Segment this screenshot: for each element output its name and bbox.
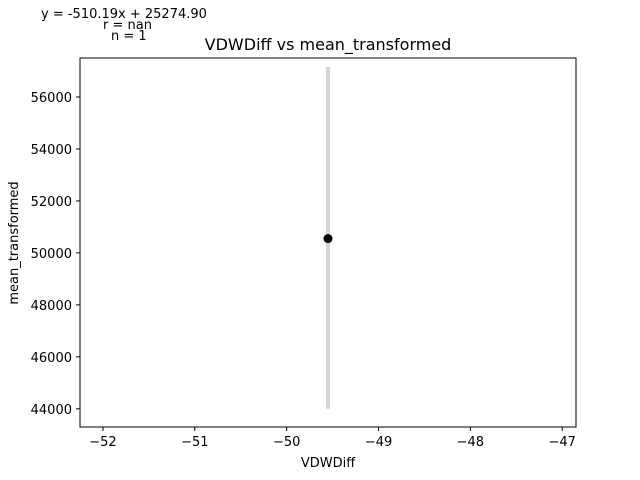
plot-marks	[323, 67, 333, 409]
x-tick-label: −47	[549, 435, 576, 450]
y-axis-ticks: 44000 46000 48000 50000 52000 54000 56000	[31, 91, 80, 418]
plot-frame	[79, 57, 577, 428]
y-tick-label: 52000	[31, 195, 72, 210]
x-tick-label: −48	[457, 435, 484, 450]
y-tick-label: 50000	[31, 247, 72, 262]
data-point	[323, 234, 333, 244]
y-tick-label: 48000	[31, 299, 72, 314]
x-tick-label: −52	[89, 435, 116, 450]
y-tick-label: 46000	[31, 351, 72, 366]
y-tick-label: 54000	[31, 143, 72, 158]
x-tick-label: −51	[181, 435, 208, 450]
fit-line-annotation: y = -510.19x + 25274.90	[41, 7, 207, 22]
y-axis-label: mean_transformed	[7, 181, 22, 304]
chart-title: VDWDiff vs mean_transformed	[205, 35, 452, 55]
y-tick-label: 56000	[31, 91, 72, 106]
correlation-annotation: r = nan	[103, 18, 152, 33]
y-tick-label: 44000	[31, 403, 72, 418]
x-axis-label: VDWDiff	[301, 456, 356, 471]
x-tick-label: −50	[273, 435, 300, 450]
x-tick-label: −49	[365, 435, 392, 450]
x-axis-ticks: −52 −51 −50 −49 −48 −47	[89, 427, 576, 450]
sample-size-annotation: n = 1	[111, 29, 147, 44]
